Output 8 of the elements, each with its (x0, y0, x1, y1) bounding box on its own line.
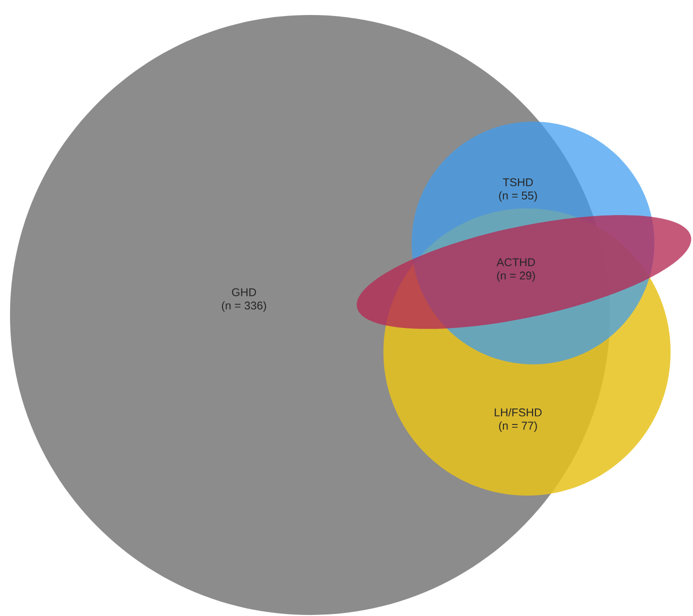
category-label: LH/FSHD (494, 408, 542, 417)
data-label: (n = 336) (222, 301, 266, 312)
category-label: TSHD (502, 178, 533, 186)
category-label: GHD (232, 288, 256, 296)
data-label: (n = 77) (499, 422, 537, 432)
data-label: (n = 29) (497, 271, 535, 282)
data-label: (n = 55) (499, 191, 537, 202)
category-label: ACTHD (496, 258, 535, 266)
